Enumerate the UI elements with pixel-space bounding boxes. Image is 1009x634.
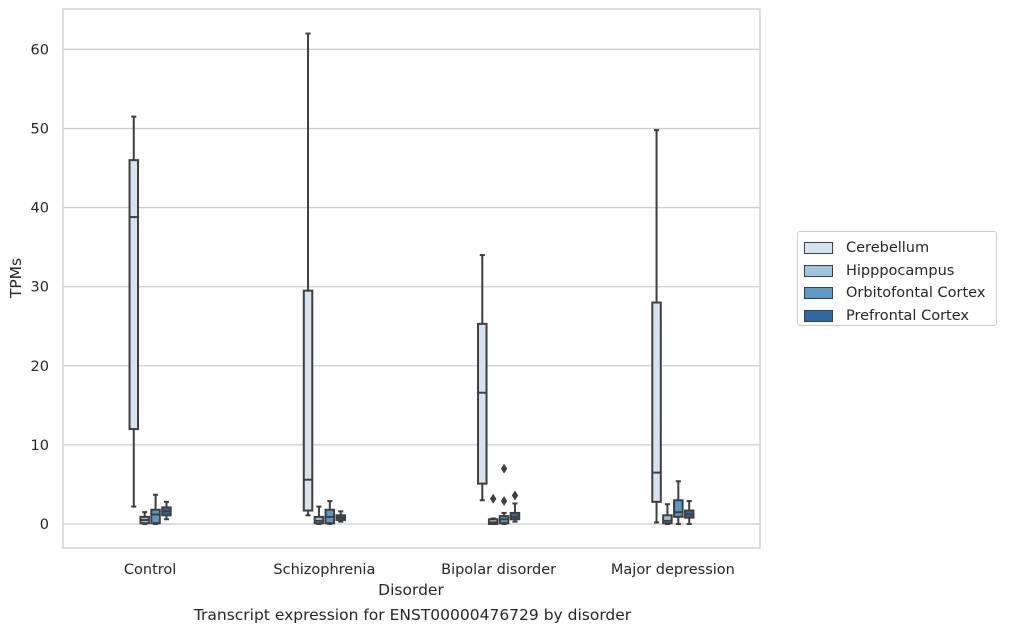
legend-label: Orbitofontal Cortex	[846, 285, 986, 302]
legend-swatch	[804, 309, 833, 322]
box-iqr	[150, 508, 161, 525]
legend: Cerebellum Hipppocampus Orbitofontal Corte…	[797, 231, 997, 326]
box-1-2	[324, 500, 336, 525]
outlier-point	[500, 496, 508, 507]
y-axis-ticks: 0 10 20 30 40 50 60	[31, 42, 49, 533]
legend-label: Cerebellum	[846, 240, 930, 257]
box-0-0	[128, 115, 140, 508]
x-tick-label: Control	[124, 562, 176, 578]
outlier-point	[489, 493, 497, 504]
box-0-1	[139, 511, 150, 525]
legend-label: Prefrontal Cortex	[846, 307, 969, 324]
plot-area	[62, 8, 761, 549]
box-iqr	[302, 289, 314, 512]
legend-item: Hipppocampus	[798, 260, 996, 283]
legend-label: Hipppocampus	[846, 262, 955, 279]
box-iqr	[651, 301, 662, 503]
y-tick-label: 60	[31, 42, 49, 58]
box-3-3	[683, 500, 695, 525]
box-2-3	[509, 490, 521, 523]
chart-caption: Transcript expression for ENST0000047672…	[193, 606, 632, 624]
box-iqr	[477, 322, 488, 485]
legend-swatch	[804, 242, 833, 255]
grid-lines	[63, 48, 760, 525]
y-tick-label: 50	[31, 122, 49, 138]
x-axis-ticks: Control Schizophrenia Bipolar disorder Majo…	[124, 562, 735, 578]
x-tick-label: Bipolar disorder	[441, 562, 556, 578]
y-tick-label: 40	[31, 201, 49, 217]
box-iqr	[673, 499, 684, 518]
legend-swatch	[804, 264, 833, 277]
y-tick-label: 30	[31, 280, 49, 296]
x-tick-label: Major depression	[611, 562, 735, 578]
y-tick-label: 10	[31, 438, 49, 454]
box-3-1	[662, 503, 673, 525]
box-1-3	[335, 510, 346, 523]
box-0-2	[150, 493, 161, 525]
x-axis-label: Disorder	[378, 581, 444, 599]
box-iqr	[662, 514, 673, 525]
box-series	[128, 32, 695, 526]
x-tick-label: Schizophrenia	[273, 562, 375, 578]
legend-item: Cerebellum	[798, 237, 996, 260]
box-3-2	[673, 480, 684, 525]
box-1-0	[302, 32, 314, 517]
y-tick-label: 0	[40, 517, 49, 533]
y-axis-label: TPMs	[7, 258, 25, 299]
legend-item: Prefrontal Cortex	[798, 305, 996, 328]
outlier-point	[511, 490, 519, 501]
box-0-3	[161, 500, 172, 521]
box-3-0	[651, 129, 662, 524]
y-tick-label: 20	[31, 359, 49, 375]
box-2-2	[498, 463, 510, 525]
box-2-1	[487, 493, 499, 526]
outlier-point	[500, 463, 508, 474]
box-iqr	[128, 159, 140, 431]
box-1-1	[313, 505, 325, 525]
legend-item: Orbitofontal Cortex	[798, 282, 996, 305]
box-2-0	[477, 254, 488, 502]
legend-swatch	[804, 287, 833, 300]
